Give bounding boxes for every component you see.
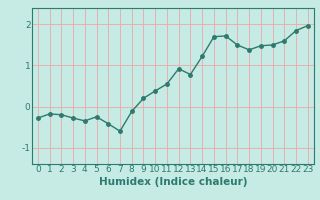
X-axis label: Humidex (Indice chaleur): Humidex (Indice chaleur) [99, 177, 247, 187]
